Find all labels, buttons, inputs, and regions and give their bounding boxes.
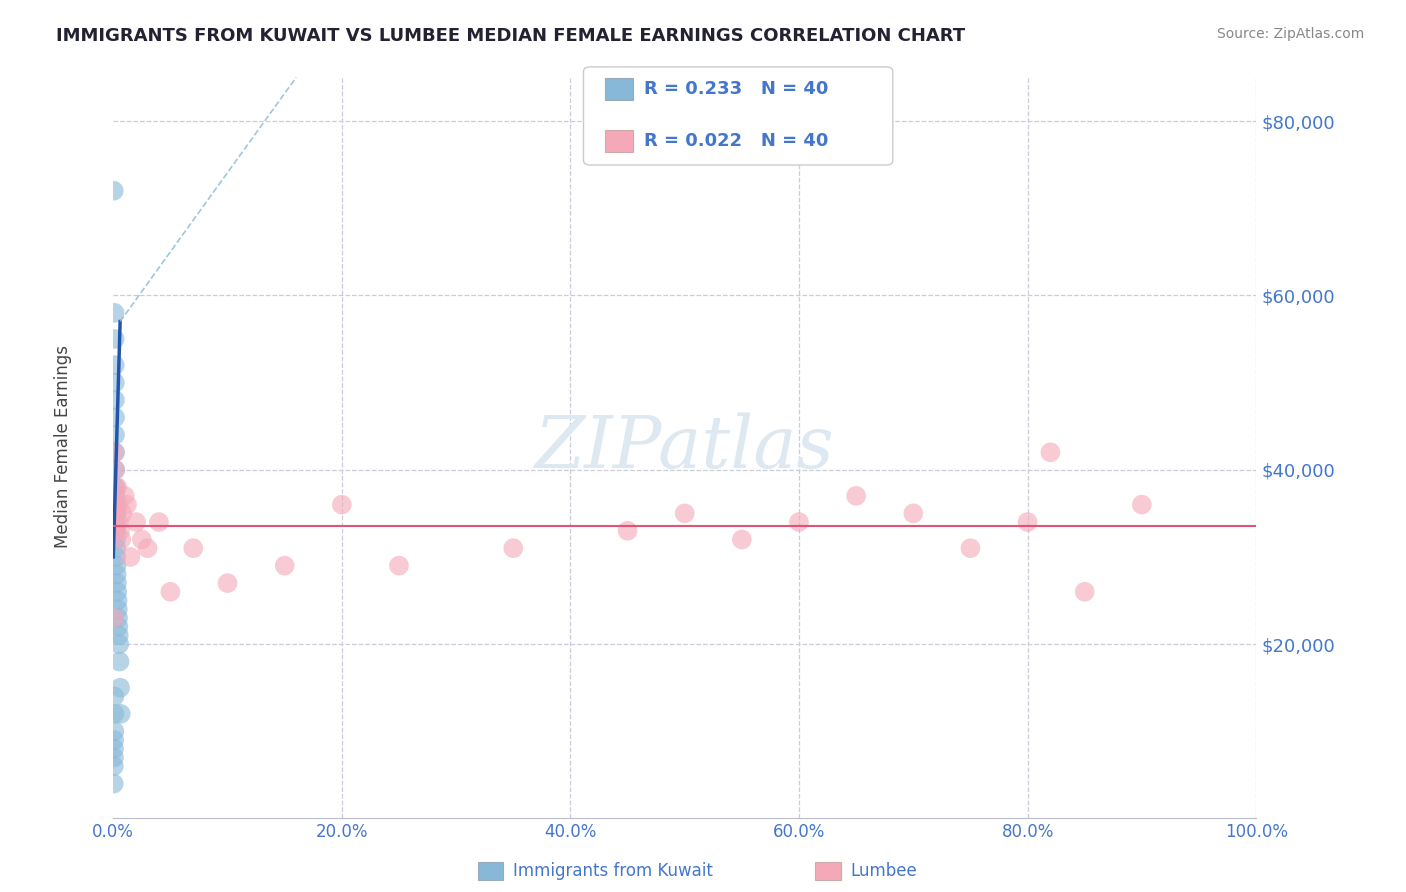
- Point: [502, 541, 524, 556]
- Point: [103, 184, 125, 198]
- Point: [125, 515, 148, 529]
- Point: [107, 602, 129, 616]
- Point: [104, 428, 127, 442]
- Point: [105, 576, 128, 591]
- Point: [108, 681, 131, 695]
- Point: [103, 733, 125, 747]
- Point: [105, 524, 128, 538]
- Point: [104, 332, 127, 346]
- Point: [616, 524, 638, 538]
- Point: [104, 463, 127, 477]
- Point: [105, 506, 128, 520]
- Point: [787, 515, 810, 529]
- Point: [110, 533, 132, 547]
- Text: Immigrants from Kuwait: Immigrants from Kuwait: [513, 862, 713, 880]
- Point: [104, 498, 127, 512]
- Point: [114, 489, 136, 503]
- Point: [111, 506, 134, 520]
- Point: [104, 498, 127, 512]
- Point: [108, 655, 131, 669]
- Point: [1039, 445, 1062, 459]
- Point: [731, 533, 754, 547]
- Text: IMMIGRANTS FROM KUWAIT VS LUMBEE MEDIAN FEMALE EARNINGS CORRELATION CHART: IMMIGRANTS FROM KUWAIT VS LUMBEE MEDIAN …: [56, 27, 966, 45]
- Point: [104, 376, 127, 390]
- Point: [110, 706, 132, 721]
- Point: [388, 558, 411, 573]
- Text: Median Female Earnings: Median Female Earnings: [55, 344, 72, 548]
- Point: [845, 489, 868, 503]
- Point: [105, 533, 128, 547]
- Point: [103, 506, 125, 520]
- Point: [103, 750, 125, 764]
- Point: [959, 541, 981, 556]
- Point: [104, 410, 127, 425]
- Point: [105, 558, 128, 573]
- Point: [103, 759, 125, 773]
- Point: [104, 480, 127, 494]
- Point: [120, 549, 142, 564]
- Point: [105, 480, 128, 494]
- Point: [115, 498, 138, 512]
- Point: [273, 558, 295, 573]
- Point: [136, 541, 159, 556]
- Point: [103, 776, 125, 790]
- Point: [104, 392, 127, 407]
- Text: R = 0.233   N = 40: R = 0.233 N = 40: [644, 80, 828, 98]
- Point: [104, 463, 127, 477]
- Point: [103, 611, 125, 625]
- Point: [108, 524, 131, 538]
- Point: [105, 549, 128, 564]
- Point: [103, 706, 125, 721]
- Point: [1130, 498, 1153, 512]
- Point: [103, 306, 125, 320]
- Point: [103, 724, 125, 739]
- Text: Lumbee: Lumbee: [851, 862, 917, 880]
- Point: [107, 628, 129, 642]
- Point: [131, 533, 153, 547]
- Point: [1073, 584, 1095, 599]
- Point: [103, 690, 125, 704]
- Point: [330, 498, 353, 512]
- Point: [103, 445, 125, 459]
- Point: [148, 515, 170, 529]
- Point: [217, 576, 239, 591]
- Point: [159, 584, 181, 599]
- Point: [104, 489, 127, 503]
- Point: [1017, 515, 1039, 529]
- Point: [105, 584, 128, 599]
- Point: [107, 593, 129, 607]
- Point: [107, 611, 129, 625]
- Point: [105, 524, 128, 538]
- Point: [104, 506, 127, 520]
- Point: [108, 515, 131, 529]
- Point: [104, 515, 127, 529]
- Point: [104, 445, 127, 459]
- Point: [105, 567, 128, 582]
- Point: [104, 480, 127, 494]
- Point: [104, 358, 127, 372]
- Point: [673, 506, 696, 520]
- Point: [107, 620, 129, 634]
- Point: [104, 515, 127, 529]
- Point: [105, 541, 128, 556]
- Text: ZIPatlas: ZIPatlas: [534, 413, 835, 483]
- Point: [107, 498, 129, 512]
- Text: R = 0.022   N = 40: R = 0.022 N = 40: [644, 132, 828, 150]
- Point: [103, 741, 125, 756]
- Text: Source: ZipAtlas.com: Source: ZipAtlas.com: [1216, 27, 1364, 41]
- Point: [108, 637, 131, 651]
- Point: [903, 506, 925, 520]
- Point: [181, 541, 204, 556]
